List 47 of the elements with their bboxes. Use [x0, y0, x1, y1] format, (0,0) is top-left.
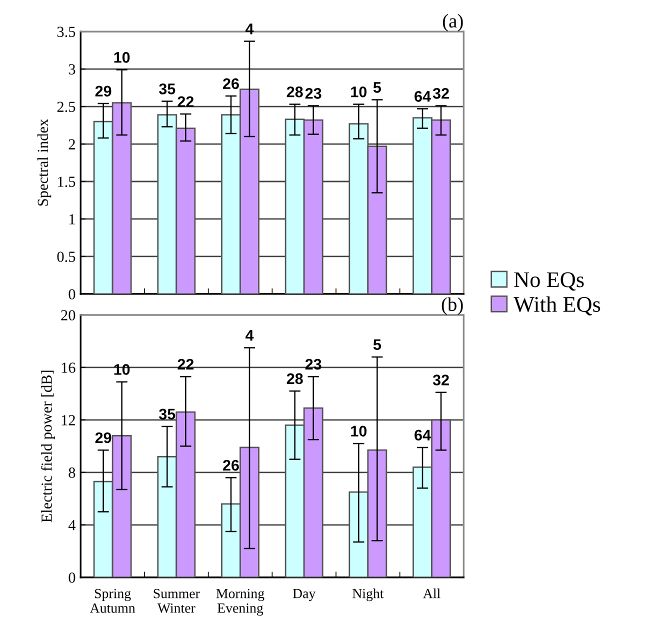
- annotation: 64: [414, 430, 431, 441]
- x-tick-label: Spring Autumn: [90, 588, 136, 613]
- annotation: 5: [373, 339, 381, 350]
- annotation: 28: [286, 373, 303, 384]
- y-axis-title: Spectral index: [37, 119, 52, 206]
- y-tick-label: 8: [68, 468, 76, 478]
- y-tick-label: 1.5: [58, 176, 76, 188]
- annotation: 26: [223, 78, 239, 90]
- y-axis-title: Electric field power [dB]: [40, 370, 55, 522]
- legend-label: With EQs: [514, 296, 600, 316]
- annotation: 10: [114, 52, 130, 63]
- y-tick-label: 2.5: [57, 102, 76, 112]
- annotation: 32: [432, 374, 449, 386]
- annotation: 64: [414, 91, 431, 102]
- x-tick-label: All: [423, 588, 440, 598]
- annotation: 32: [432, 88, 449, 99]
- legend-label: No EQs: [514, 272, 584, 291]
- x-tick-label: Day: [292, 588, 316, 602]
- y-tick-label: 3: [68, 64, 76, 74]
- x-tick-label: Morning Evening: [216, 588, 264, 616]
- annotation: 10: [351, 86, 367, 98]
- annotation: 4: [245, 24, 254, 34]
- y-tick-label: 16: [62, 362, 76, 373]
- y-tick-label: 12: [62, 415, 75, 426]
- x-tick-label: Summer Winter: [154, 588, 200, 613]
- annotation: 35: [159, 408, 176, 420]
- annotation: 28: [286, 86, 303, 98]
- x-tick-label: Night: [352, 588, 384, 602]
- annotation: 26: [223, 460, 239, 471]
- y-tick-label: 4: [68, 520, 76, 530]
- y-tick-label: 2: [68, 139, 75, 150]
- chart-title: (b): [442, 297, 463, 315]
- annotation: 10: [351, 426, 367, 437]
- y-tick-label: 0: [68, 572, 76, 583]
- y-tick-label: 0: [68, 289, 76, 300]
- y-tick-label: 3.5: [57, 26, 76, 38]
- annotation: 23: [305, 88, 322, 99]
- annotation: 29: [95, 432, 112, 444]
- y-tick-label: 20: [61, 310, 76, 320]
- chart-title: (a): [442, 14, 463, 32]
- y-tick-label: 1: [69, 214, 75, 224]
- y-tick-label: 0.5: [57, 252, 76, 262]
- annotation: 5: [373, 82, 381, 93]
- annotation: 4: [245, 330, 254, 341]
- annotation: 22: [178, 96, 194, 107]
- annotation: 29: [95, 86, 112, 97]
- annotation: 35: [159, 84, 176, 94]
